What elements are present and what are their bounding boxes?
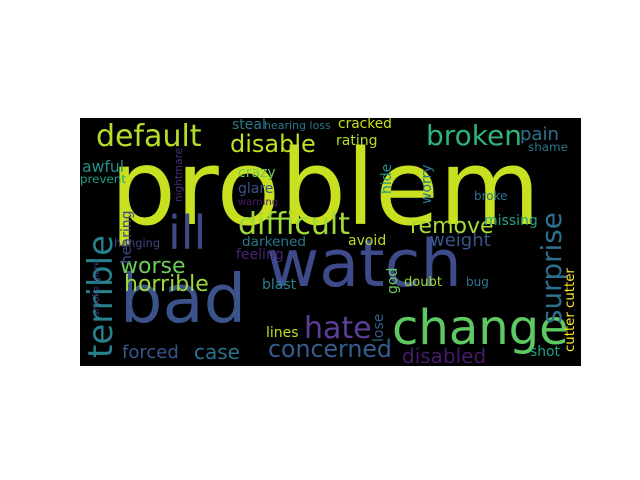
- cloud-word-change: change: [392, 300, 569, 356]
- cloud-word-cutter-cutter: cutter cutter: [563, 268, 578, 352]
- cloud-word-smoke-glare: smoke glare: [91, 260, 102, 316]
- cloud-word-hearing-loss: hearing loss: [264, 119, 331, 132]
- cloud-word-horrible: horrible: [124, 272, 209, 297]
- cloud-word-hearing: hearing: [119, 210, 135, 264]
- word-cloud: problem watch bad change ill terrible default d…: [80, 118, 581, 366]
- cloud-word-shot: shot: [530, 344, 560, 360]
- cloud-word-hate: hate: [304, 311, 372, 346]
- cloud-word-weight: weight: [430, 230, 491, 251]
- cloud-word-awful: awful: [82, 158, 125, 176]
- cloud-word-broken: broken: [426, 119, 522, 152]
- cloud-word-steal: steal: [232, 118, 266, 133]
- cloud-word-prevent: prevent: [80, 172, 126, 186]
- cloud-word-remove: remove: [410, 214, 494, 239]
- cloud-word-ill: ill: [168, 206, 207, 260]
- cloud-word-missing: missing: [484, 213, 538, 229]
- cloud-word-disable: disable: [230, 130, 316, 158]
- cloud-word-rating: rating: [336, 133, 378, 149]
- cloud-word-darkened: darkened: [242, 234, 306, 250]
- cloud-word-cracked: cracked: [338, 118, 392, 132]
- cloud-word-surprise: surprise: [535, 212, 568, 324]
- cloud-word-bad: bad: [120, 260, 247, 338]
- cloud-word-concerned: concerned: [268, 335, 392, 363]
- cloud-word-default: default: [96, 119, 202, 154]
- cloud-word-disabled: disabled: [402, 344, 487, 366]
- cloud-word-problem: problem: [110, 127, 541, 249]
- cloud-word-warning: warning: [238, 197, 279, 208]
- cloud-word-feeling: feeling: [236, 247, 284, 263]
- cloud-word-broke: broke: [474, 189, 508, 203]
- cloud-word-doubt: doubt: [404, 275, 442, 290]
- cloud-word-worry: worry: [419, 164, 435, 204]
- cloud-word-case: case: [194, 340, 240, 364]
- cloud-word-glare: glare: [238, 181, 274, 197]
- cloud-word-god: god: [385, 267, 401, 294]
- cloud-word-forced: forced: [122, 342, 179, 363]
- cloud-word-nightmare: nightmare: [173, 147, 185, 202]
- cloud-word-crazy: crazy: [238, 165, 276, 181]
- cloud-word-lines: lines: [266, 325, 299, 341]
- cloud-word-bug: bug: [466, 275, 489, 289]
- cloud-word-shame: shame: [528, 140, 568, 154]
- cloud-word-worse: worse: [120, 254, 186, 279]
- cloud-word-hide: hide: [379, 163, 395, 194]
- cloud-word-pain: pain: [520, 124, 559, 145]
- cloud-word-watch: watch: [266, 227, 462, 302]
- cloud-word-lose: lose: [371, 313, 387, 342]
- cloud-word-difficult: difficult: [238, 207, 350, 242]
- cloud-word-avoid: avoid: [348, 233, 387, 249]
- cloud-word-hanging: hanging: [114, 236, 161, 250]
- cloud-word-blast: blast: [262, 277, 297, 293]
